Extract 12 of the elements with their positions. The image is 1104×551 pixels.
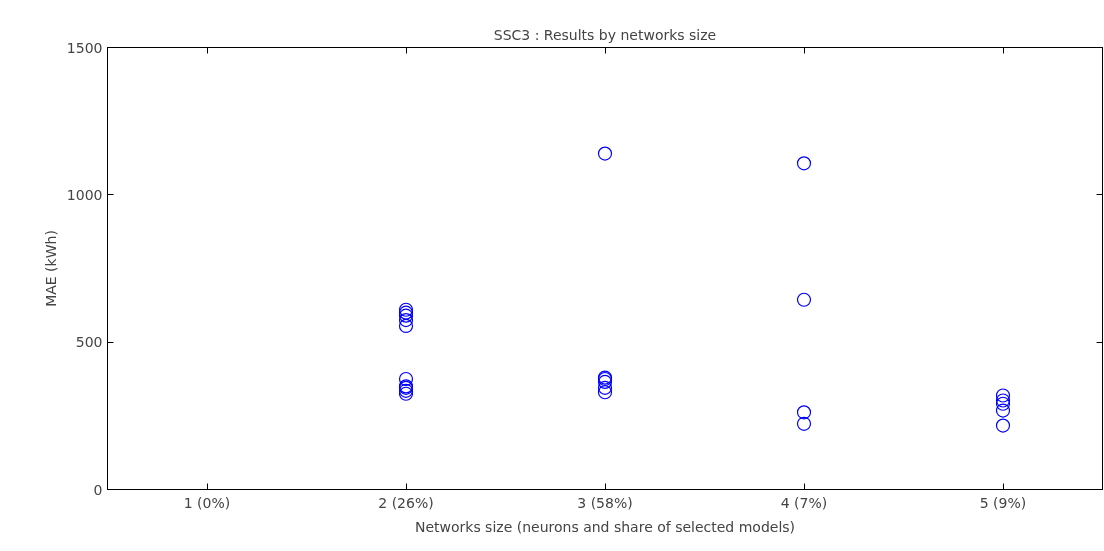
x-tick-label: 2 (26%) bbox=[378, 494, 434, 511]
x-tick-label: 3 (58%) bbox=[577, 494, 633, 511]
chart-title: SSC3 : Results by networks size bbox=[493, 26, 717, 43]
y-tick-label: 500 bbox=[75, 334, 103, 351]
y-tick-label: 0 bbox=[93, 481, 103, 498]
x-tick-label: 1 (0%) bbox=[183, 494, 231, 511]
y-tick-label: 1500 bbox=[66, 39, 103, 56]
x-axis-title: Networks size (neurons and share of selected models) bbox=[414, 518, 796, 535]
y-tick-label: 1000 bbox=[66, 186, 103, 203]
x-tick-label: 5 (9%) bbox=[979, 494, 1027, 511]
y-axis-title: MAE (kWh) bbox=[42, 230, 59, 307]
x-tick-label: 4 (7%) bbox=[780, 494, 828, 511]
